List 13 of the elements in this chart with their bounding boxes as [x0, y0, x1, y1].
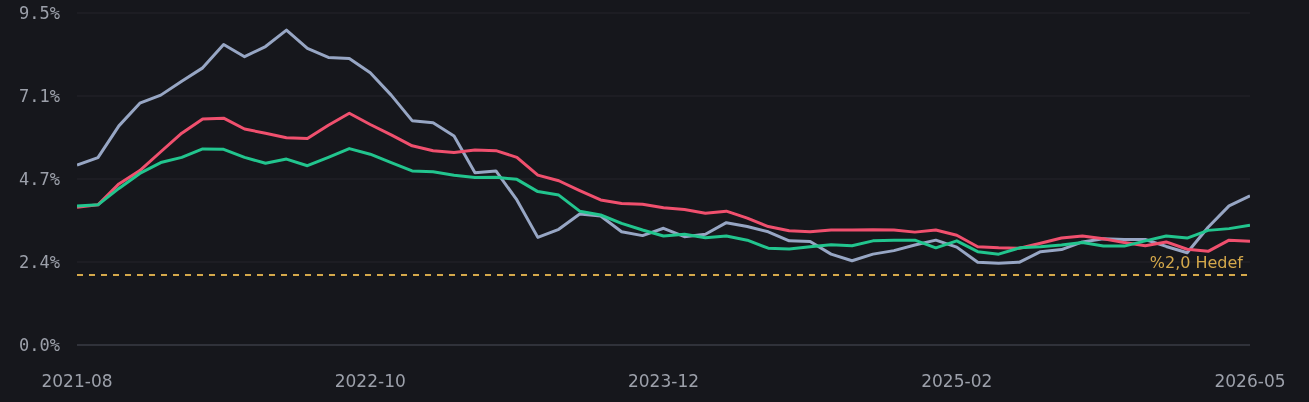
y-tick-label: 9.5% — [19, 3, 60, 24]
x-tick-label: 2026-05 — [1214, 371, 1286, 392]
ref-line-label: %2,0 Hedef — [1149, 253, 1244, 273]
y-tick-label: 2.4% — [19, 252, 60, 273]
y-tick-label: 7.1% — [19, 86, 60, 107]
x-tick-label: 2025-02 — [921, 371, 993, 392]
line-series — [77, 147, 1250, 256]
x-tick-label: 2022-10 — [334, 371, 406, 392]
x-tick-label: 2023-12 — [627, 371, 700, 392]
line-series — [77, 111, 1250, 253]
y-tick-label: 0.0% — [19, 335, 60, 356]
y-tick-label: 4.7% — [19, 169, 60, 190]
x-tick-label: 2021-08 — [41, 371, 113, 392]
